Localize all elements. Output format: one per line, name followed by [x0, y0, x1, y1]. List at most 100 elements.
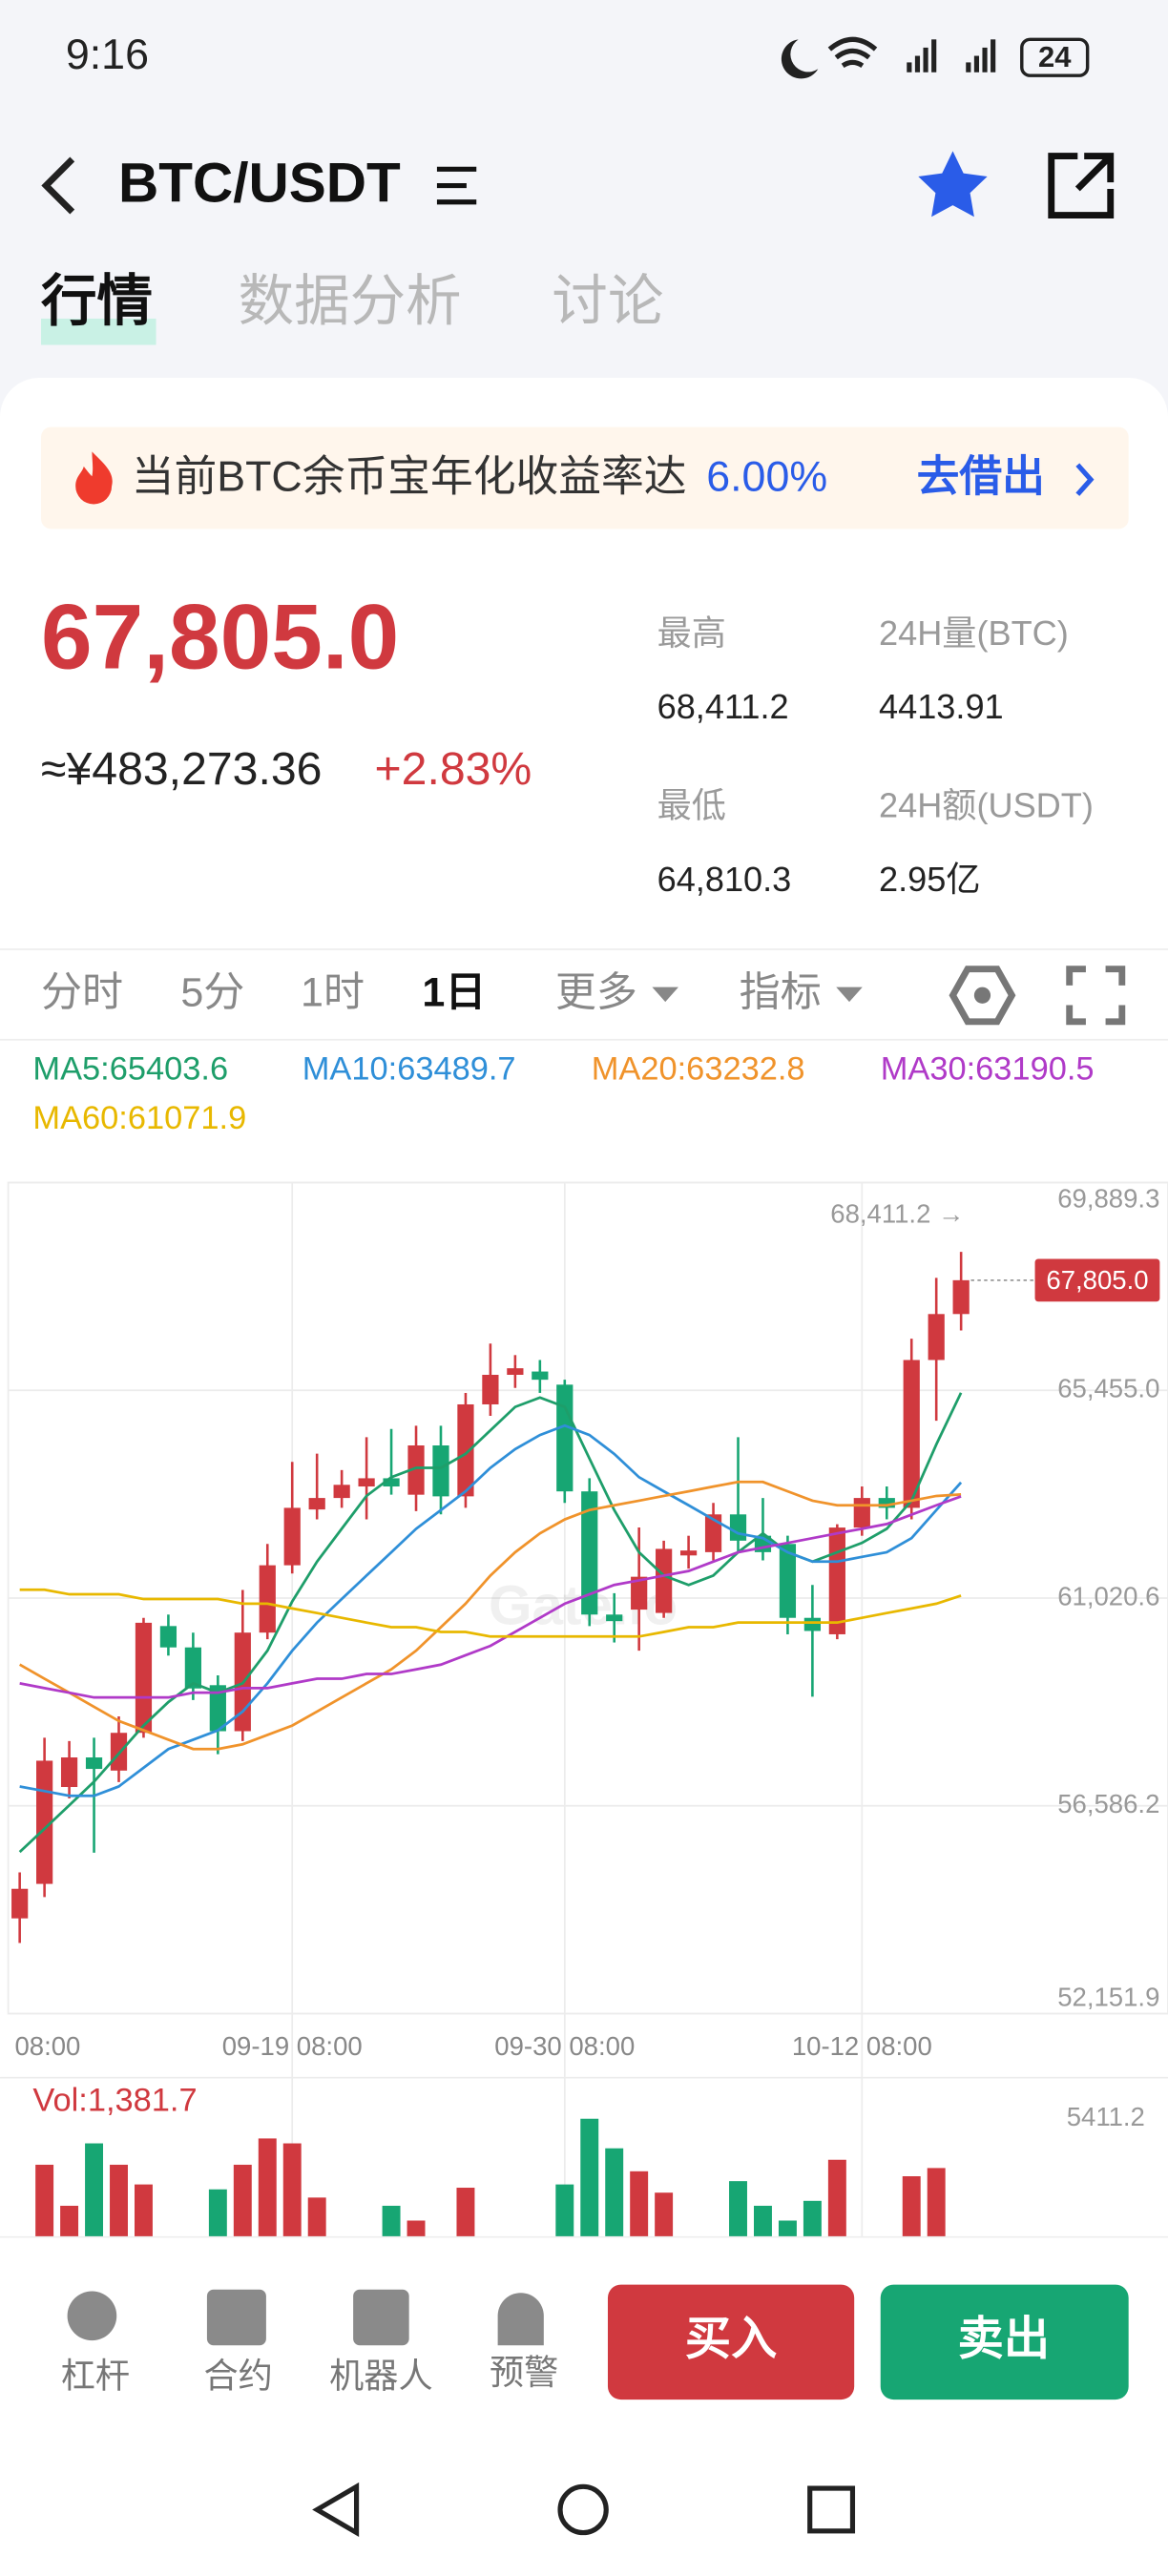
volume-bar	[605, 2148, 624, 2237]
candle-body	[383, 1478, 400, 1487]
candle-body	[631, 1576, 648, 1610]
tab[interactable]: 数据分析	[239, 271, 462, 333]
interval-tab[interactable]: 分时	[41, 970, 123, 1016]
chart: 52,151.9 56,586.2 61,020.6 65,455.0 69,889.3…	[0, 1051, 1168, 2237]
candle-body	[209, 1685, 226, 1732]
volume-tick-label: 5411.2	[1067, 2102, 1145, 2131]
candle-body	[60, 1757, 78, 1788]
stat-label: 最低	[657, 786, 726, 825]
fullscreen-icon[interactable]	[1066, 966, 1126, 1026]
candle-body	[928, 1314, 945, 1361]
ma-line	[19, 1588, 962, 1638]
moon-icon	[781, 39, 819, 79]
stat-label: 24H量(BTC)	[879, 613, 1069, 653]
cny-price: ≈¥483,273.36	[41, 743, 322, 795]
sell-label[interactable]: 卖出	[958, 2314, 1050, 2365]
y-tick-label: 56,586.2	[1057, 1789, 1159, 1818]
ma-legend: MA60:61071.9	[32, 1100, 246, 1136]
x-tick-label: 10-12 08:00	[792, 2031, 932, 2061]
tool-label[interactable]: 预警	[490, 2353, 558, 2392]
settings-icon[interactable]	[949, 966, 1016, 1026]
volume-bar	[630, 2171, 649, 2237]
back-button[interactable]	[41, 156, 75, 215]
ma-line	[19, 1495, 962, 1699]
candle-body	[878, 1498, 895, 1508]
banner-text: 当前BTC余币宝年化收益率达	[132, 453, 687, 501]
stat-value: 2.95亿	[879, 860, 980, 899]
volume-bar	[580, 2118, 599, 2237]
banner-action[interactable]: 去借出	[917, 453, 1045, 501]
stat-label: 24H额(USDT)	[879, 786, 1094, 825]
nav-recent[interactable]	[807, 2485, 856, 2534]
volume-bar	[85, 2143, 104, 2237]
tool-label[interactable]: 合约	[203, 2356, 272, 2395]
candle-body	[159, 1626, 177, 1648]
x-tick-label: 09-30 08:00	[494, 2031, 635, 2061]
volume-bar	[60, 2205, 79, 2237]
candle-body	[432, 1445, 449, 1497]
x-tick-label: 09-19 08:00	[222, 2031, 363, 2061]
candle-body	[333, 1485, 350, 1499]
sell-button[interactable]	[880, 2284, 1129, 2400]
volume-bar	[258, 2138, 277, 2237]
candle-body	[729, 1514, 747, 1541]
more-tab[interactable]: 更多	[555, 970, 637, 1016]
tab-active[interactable]: 行情	[41, 271, 153, 333]
tool-label[interactable]: 杠杆	[61, 2356, 130, 2395]
wifi-icon	[827, 36, 878, 69]
indicator-tab[interactable]: 指标	[740, 970, 822, 1016]
volume-bar	[407, 2220, 426, 2237]
promo-banner[interactable]	[41, 426, 1129, 530]
volume-bar	[282, 2143, 302, 2237]
pair-title[interactable]: BTC/USDT	[118, 153, 401, 215]
candle-body	[482, 1374, 499, 1404]
volume-title: Vol:1,381.7	[32, 2083, 197, 2119]
volume-bar	[110, 2164, 128, 2237]
ma-legend: MA5:65403.6	[32, 1051, 228, 1088]
nav-back[interactable]	[312, 2482, 360, 2538]
candle-body	[184, 1647, 201, 1689]
volume-bar	[778, 2220, 797, 2237]
ma-line	[19, 1423, 963, 1797]
candle-body	[779, 1544, 797, 1618]
pair-menu-icon[interactable]	[436, 166, 477, 205]
volume-bar	[35, 2164, 54, 2237]
candle-body	[457, 1403, 474, 1497]
interval-tab[interactable]: 5分	[180, 970, 244, 1016]
tab[interactable]: 讨论	[552, 271, 663, 333]
candle-body	[828, 1527, 845, 1634]
candle-body	[803, 1617, 821, 1631]
candle-body	[407, 1445, 425, 1495]
tool-label[interactable]: 机器人	[329, 2356, 432, 2395]
last-price-label: 67,805.0	[1046, 1265, 1148, 1295]
ma-line	[18, 1480, 962, 1751]
candle-body	[853, 1498, 870, 1528]
chevron	[1075, 463, 1095, 496]
interval-tab[interactable]: 1时	[301, 970, 365, 1016]
volume-bar	[655, 2192, 674, 2237]
buy-button[interactable]	[607, 2284, 855, 2400]
ma-legend: MA20:63232.8	[592, 1051, 805, 1088]
share-icon[interactable]	[1048, 153, 1115, 218]
y-tick-label: 61,020.6	[1057, 1581, 1159, 1610]
interval-tab-active[interactable]: 1日	[422, 970, 486, 1016]
stat-label: 最高	[657, 613, 726, 653]
buy-label[interactable]: 买入	[685, 2314, 777, 2365]
volume-bar	[754, 2205, 772, 2237]
candle-body	[952, 1279, 970, 1315]
volume-bar	[382, 2205, 401, 2237]
volume-bar	[729, 2181, 747, 2237]
candle-body	[11, 1888, 29, 1919]
favorite-star[interactable]	[918, 151, 988, 218]
candle-body	[656, 1548, 673, 1613]
volume-bar	[902, 2176, 921, 2237]
nav-home[interactable]	[557, 2483, 609, 2536]
high-annotation: 68,411.2 →	[830, 1198, 964, 1228]
volume-plot	[35, 2118, 946, 2237]
volume-bar	[134, 2184, 153, 2237]
volume-bar	[208, 2189, 227, 2237]
volume-bar	[927, 2168, 946, 2237]
ma-legend: MA10:63489.7	[302, 1051, 516, 1088]
signal-icons	[907, 39, 996, 73]
